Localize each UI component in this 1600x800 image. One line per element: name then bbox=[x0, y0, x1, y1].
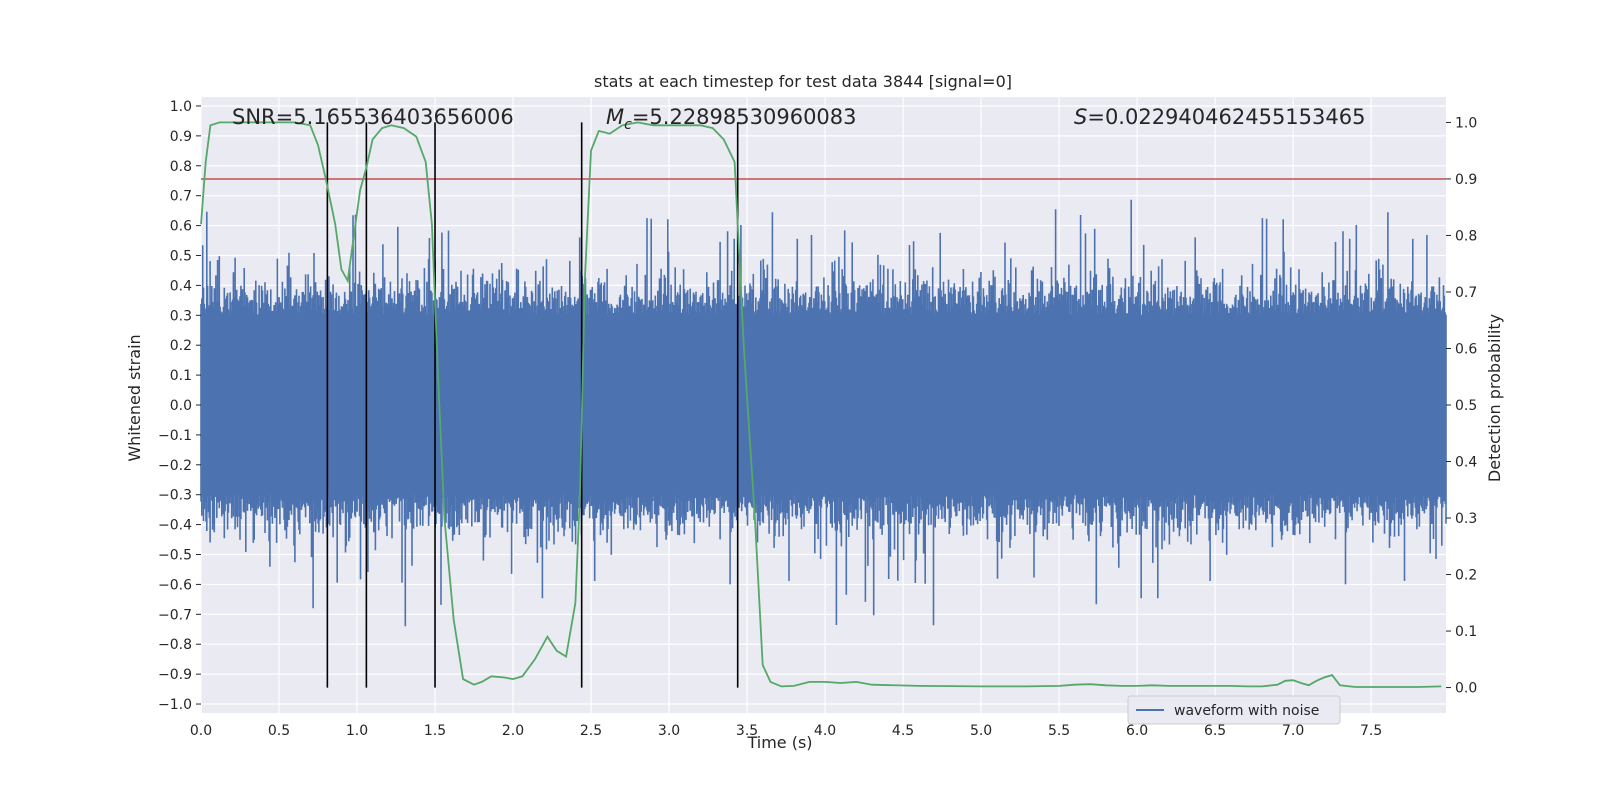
x-tick-label: 2.5 bbox=[580, 723, 602, 739]
waveform-line bbox=[200, 199, 1447, 627]
legend-entry: waveform with noise bbox=[1174, 703, 1319, 719]
y-tick-label: 0.5 bbox=[170, 248, 192, 264]
chirp-mass-value: =5.22898530960083 bbox=[632, 105, 857, 129]
y-tick-label: −0.5 bbox=[158, 548, 192, 564]
y-tick-label: −0.6 bbox=[158, 577, 192, 593]
y-axis-ticks: 1.0 0.9 0.8 0.7 0.6 0.5 0.4 0.3 0.2 0.1 0.0 −0.1 −0.… bbox=[158, 99, 201, 713]
s-statistic-value: =0.022940462455153465 bbox=[1087, 105, 1365, 129]
chirp-mass-annotation: Mc=5.22898530960083 bbox=[606, 105, 857, 133]
x-tick-label: 6.0 bbox=[1126, 723, 1148, 739]
y2-tick-label: 0.1 bbox=[1455, 624, 1477, 640]
x-tick-label: 5.5 bbox=[1048, 723, 1070, 739]
y2-tick-label: 0.6 bbox=[1455, 341, 1477, 357]
y-tick-label: 1.0 bbox=[170, 99, 192, 115]
s-statistic-annotation: S=0.022940462455153465 bbox=[1074, 105, 1365, 129]
y-tick-label: 0.6 bbox=[170, 219, 192, 235]
x-tick-label: 7.5 bbox=[1360, 723, 1382, 739]
y-tick-label: 0.7 bbox=[170, 189, 192, 205]
y2-tick-label: 0.3 bbox=[1455, 511, 1477, 527]
snr-annotation: SNR=5.165536403656006 bbox=[232, 105, 514, 129]
y2-tick-label: 0.0 bbox=[1455, 681, 1477, 697]
y2-tick-label: 0.4 bbox=[1455, 455, 1477, 471]
waveform-series bbox=[200, 199, 1447, 627]
y-axis-label: Whitened strain bbox=[125, 334, 144, 461]
legend-box bbox=[1127, 695, 1341, 725]
y2-tick-label: 0.5 bbox=[1455, 398, 1477, 414]
probability-line bbox=[200, 121, 1442, 688]
y-tick-label: 0.8 bbox=[170, 159, 192, 175]
x-tick-label: 1.0 bbox=[346, 723, 368, 739]
x-tick-label: 1.5 bbox=[424, 723, 446, 739]
y2-axis-ticks: 1.0 0.9 0.8 0.7 0.6 0.5 0.4 0.3 0.2 0.1 0.0 bbox=[1446, 115, 1477, 697]
y2-axis-label: Detection probability bbox=[1485, 314, 1504, 482]
x-tick-label: 7.0 bbox=[1282, 723, 1304, 739]
y-tick-label: −0.4 bbox=[158, 518, 192, 534]
y-tick-label: 0.0 bbox=[170, 398, 192, 414]
y-tick-label: 0.1 bbox=[170, 368, 192, 384]
y2-tick-label: 0.2 bbox=[1455, 568, 1477, 584]
x-axis-ticks: 0.0 0.5 1.0 1.5 2.0 2.5 3.0 3.5 4.0 4.5 5.0 5.5 6.0 6… bbox=[190, 723, 1382, 739]
x-tick-label: 4.5 bbox=[892, 723, 914, 739]
y2-tick-label: 1.0 bbox=[1455, 115, 1477, 131]
y2-tick-label: 0.8 bbox=[1455, 228, 1477, 244]
probability-series bbox=[200, 121, 1442, 688]
chirp-mass-symbol: M bbox=[606, 105, 624, 129]
y-tick-label: 0.4 bbox=[170, 278, 192, 294]
y-tick-label: −0.1 bbox=[158, 428, 192, 444]
y2-tick-label: 0.7 bbox=[1455, 285, 1477, 301]
x-tick-label: 3.0 bbox=[658, 723, 680, 739]
y-tick-label: −0.3 bbox=[158, 488, 192, 504]
y2-tick-label: 0.9 bbox=[1455, 172, 1477, 188]
x-tick-label: 5.0 bbox=[970, 723, 992, 739]
y-tick-label: −0.8 bbox=[158, 637, 192, 653]
x-tick-label: 6.5 bbox=[1204, 723, 1226, 739]
y-tick-label: 0.2 bbox=[170, 338, 192, 354]
chart-title: stats at each timestep for test data 384… bbox=[594, 72, 1012, 91]
y-tick-label: −0.7 bbox=[158, 607, 192, 623]
x-tick-label: 0.0 bbox=[190, 723, 212, 739]
y-tick-label: 0.9 bbox=[170, 129, 192, 145]
legend: waveform with noise bbox=[1127, 695, 1341, 725]
chirp-mass-subscript: c bbox=[624, 117, 632, 133]
y-tick-label: −0.2 bbox=[158, 458, 192, 474]
x-tick-label: 3.5 bbox=[736, 723, 758, 739]
y-tick-label: 0.3 bbox=[170, 308, 192, 324]
y-tick-label: −1.0 bbox=[158, 697, 192, 713]
x-tick-label: 0.5 bbox=[268, 723, 290, 739]
s-statistic-symbol: S bbox=[1074, 105, 1087, 129]
x-axis-label: Time (s) bbox=[746, 733, 812, 752]
x-tick-label: 2.0 bbox=[502, 723, 524, 739]
y-tick-label: −0.9 bbox=[158, 667, 192, 683]
x-tick-label: 4.0 bbox=[814, 723, 836, 739]
